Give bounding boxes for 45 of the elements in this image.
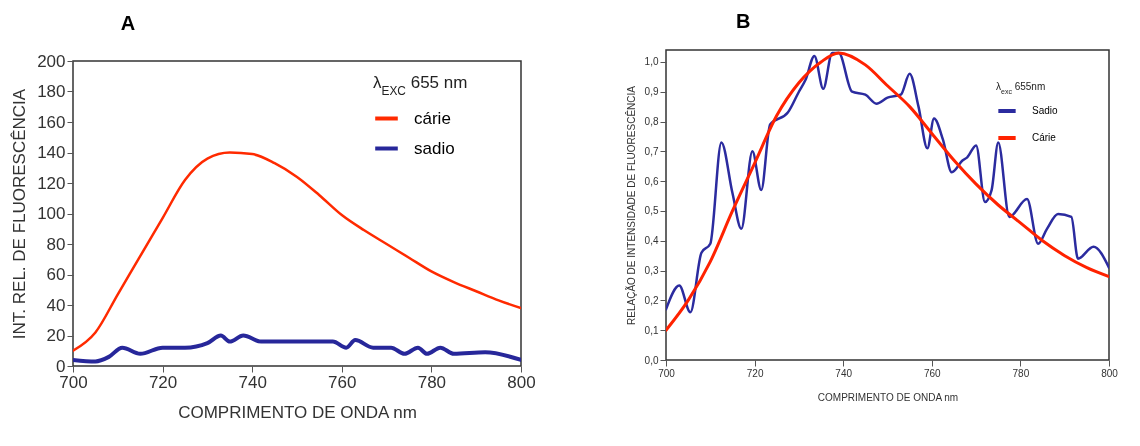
x-axis-title: COMPRIMENTO DE ONDA nm [178,402,417,422]
y-tick-label: 40 [46,295,66,315]
x-tick-label: 800 [507,372,536,392]
y-tick-label: 160 [37,112,66,132]
y-tick-label: 0,1 [644,324,659,336]
legend-label: Cárie [1032,132,1057,143]
y-tick-label: 0,3 [644,265,659,277]
y-tick-label: 0,2 [644,294,659,306]
y-tick-label: 0,9 [644,86,659,98]
x-tick-label: 720 [746,367,764,379]
y-tick-label: 200 [37,51,66,71]
x-tick-label: 800 [1101,367,1119,379]
y-tick-label: 20 [46,326,66,345]
x-tick-label: 780 [417,372,447,392]
y-tick-label: 100 [37,204,66,223]
y-tick-label: 0,6 [644,175,659,187]
x-tick-label: 720 [148,372,178,392]
y-tick-label: 80 [46,234,66,254]
legend-title: λ$_{exc}$ 655nm [996,81,1046,95]
y-axis-title: RELAÇÃO DE INTENSIDADE DE FLUORESCÊNCIA [624,85,637,325]
y-tick-label: 0,0 [644,354,659,366]
y-tick-label: 0,7 [644,145,659,157]
legend-label: Sadio [1032,105,1059,116]
chart-title: A [120,12,136,34]
y-tick-label: 1,0 [644,56,659,68]
legend-title: λ$_{EXC}$ 655 nm [373,73,468,98]
legend-label: sadio [414,138,455,158]
x-tick-label: 740 [238,372,267,392]
x-tick-label: 740 [835,367,853,379]
x-tick-label: 700 [658,367,676,379]
y-tick-label: 120 [37,173,66,193]
y-tick-label: 140 [37,143,66,162]
y-tick-label: 60 [46,265,66,284]
y-tick-label: 180 [37,82,66,101]
chart-title: B [736,10,751,32]
line-series [73,333,521,364]
y-tick-label: 0,5 [644,205,659,217]
x-axis-title: COMPRIMENTO DE ONDA nm [817,391,959,403]
y-tick-label: 0,4 [644,235,659,247]
x-tick-label: 780 [1012,367,1030,379]
x-tick-label: 760 [923,367,942,379]
y-tick-label: 0,8 [644,116,659,128]
legend-label: cárie [414,108,451,128]
y-axis-title: INT. REL. DE FLUORESCÊNCIA [10,88,30,340]
x-tick-label: 760 [328,372,357,392]
